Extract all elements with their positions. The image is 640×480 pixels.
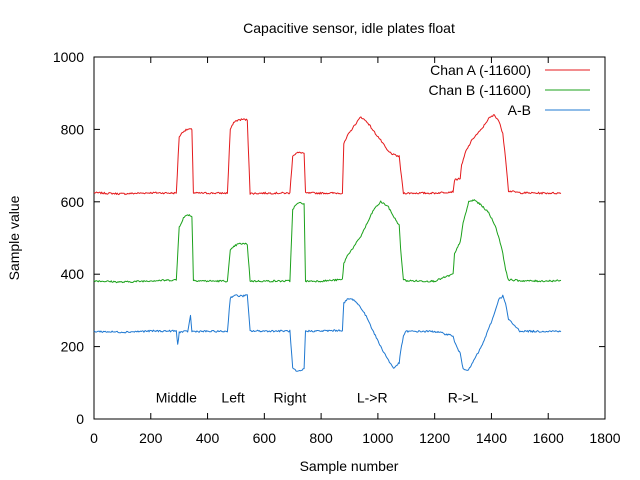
series-group <box>93 114 562 372</box>
x-tick-label: 600 <box>253 430 277 446</box>
x-tick-label: 1800 <box>589 430 620 446</box>
legend-label: A-B <box>508 102 531 118</box>
x-tick-label: 1400 <box>476 430 507 446</box>
y-tick-label: 1000 <box>53 49 84 65</box>
annotation-label: Right <box>274 390 307 406</box>
x-tick-label: 1200 <box>419 430 450 446</box>
x-tick-label: 200 <box>139 430 163 446</box>
x-axis-label: Sample number <box>300 458 399 474</box>
legend-label: Chan B (-11600) <box>429 82 531 98</box>
y-tick-label: 400 <box>61 266 85 282</box>
x-axis: 0 200 400 600 800 1000 1200 1400 1600 1800 <box>90 57 621 446</box>
series-line-2 <box>93 294 562 372</box>
y-tick-label: 200 <box>61 339 85 355</box>
annotation-label: R->L <box>448 390 479 406</box>
y-axis-label: Sample value <box>6 195 22 280</box>
annotation-label: Left <box>221 390 244 406</box>
y-tick-label: 600 <box>61 194 85 210</box>
annotation-label: L->R <box>357 390 388 406</box>
chart-title: Capacitive sensor, idle plates float <box>243 20 455 36</box>
y-axis: 0 200 400 600 800 1000 <box>53 49 605 427</box>
y-tick-label: 800 <box>61 121 85 137</box>
annotations: Middle Left Right L->R R->L <box>156 390 479 406</box>
legend-label: Chan A (-11600) <box>430 62 531 78</box>
plot-frame <box>93 56 606 420</box>
y-tick-label: 0 <box>76 411 84 427</box>
series-line-1 <box>93 199 562 284</box>
legend: Chan A (-11600) Chan B (-11600) A-B <box>429 62 590 118</box>
x-tick-label: 1600 <box>533 430 564 446</box>
x-tick-label: 0 <box>90 430 98 446</box>
annotation-label: Middle <box>156 390 197 406</box>
x-tick-label: 400 <box>196 430 220 446</box>
x-tick-label: 800 <box>309 430 333 446</box>
x-tick-label: 1000 <box>362 430 393 446</box>
series-line-0 <box>93 114 562 196</box>
